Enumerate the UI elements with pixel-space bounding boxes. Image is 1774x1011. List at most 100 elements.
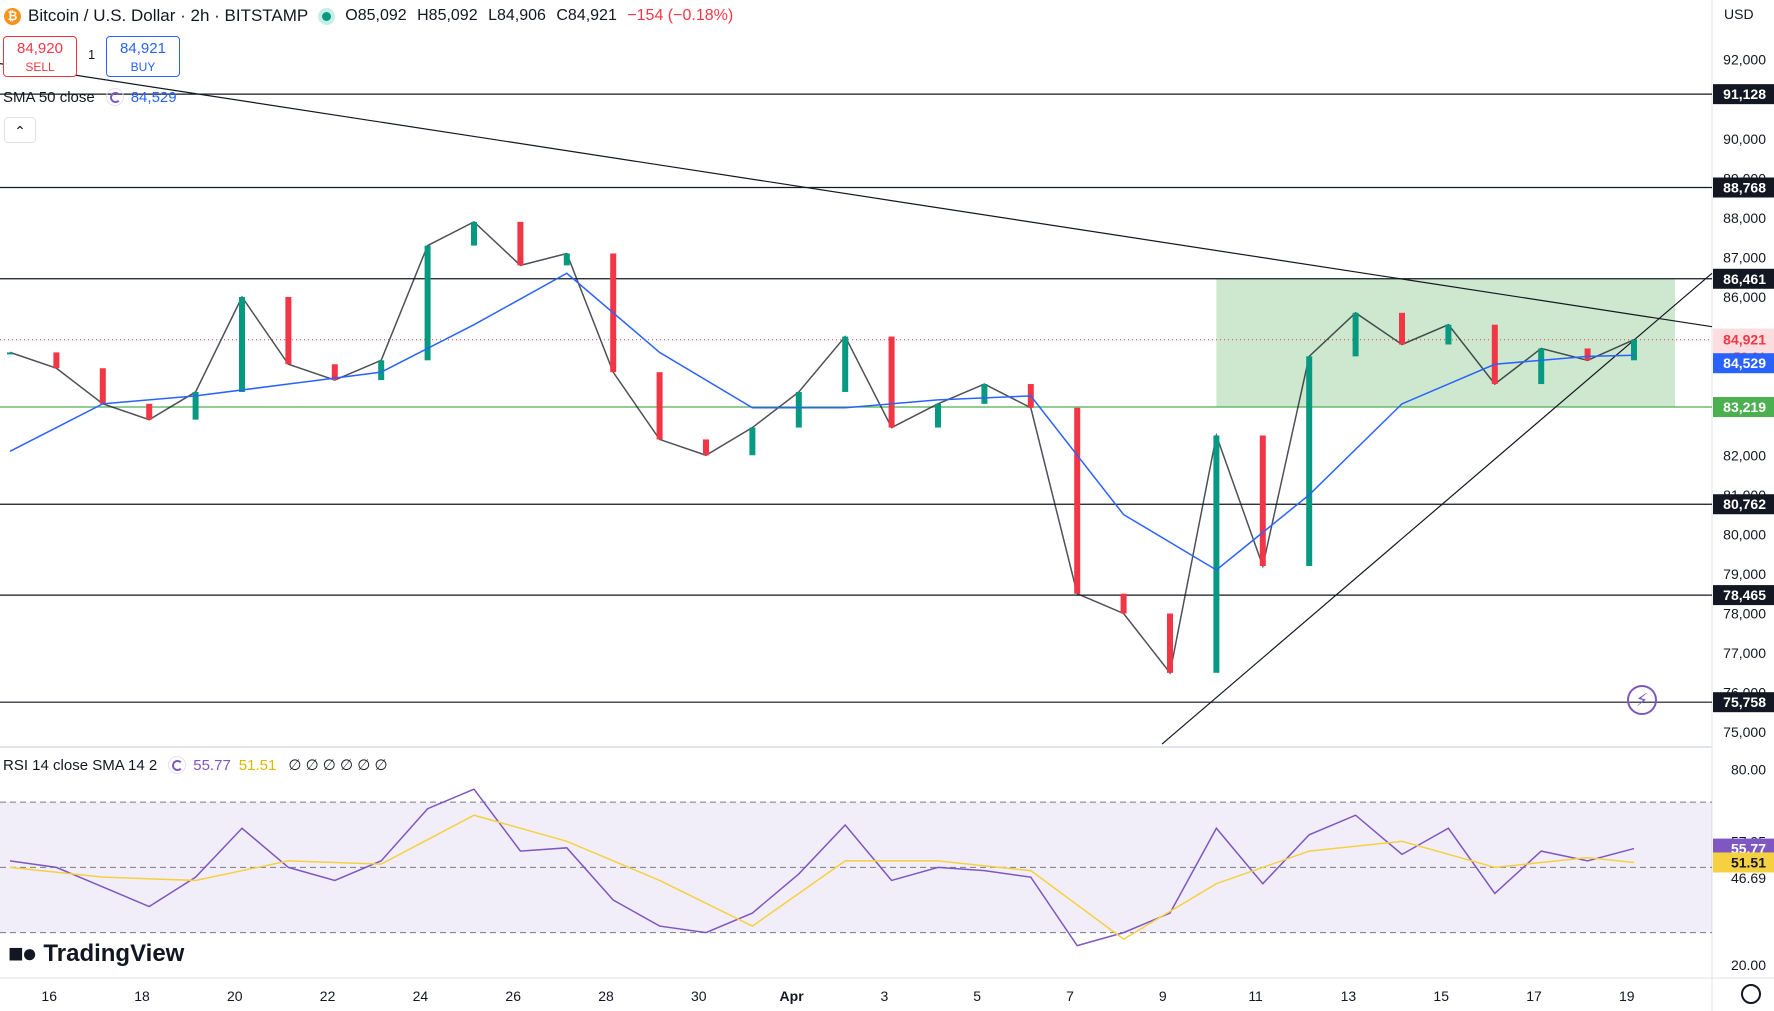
time-tick-label: 17 xyxy=(1526,988,1542,1004)
price-candle xyxy=(239,297,245,392)
sma-label-bg xyxy=(1713,353,1774,374)
level-label: 83,219 xyxy=(1723,399,1766,415)
price-candle xyxy=(563,253,570,266)
rsi-sma-axis-label: 51.51 xyxy=(1731,854,1766,870)
time-tick-label: 28 xyxy=(598,988,614,1004)
last-price-label-top xyxy=(1713,328,1774,347)
price-candle xyxy=(1399,312,1405,345)
buy-label: BUY xyxy=(130,60,156,74)
price-tick-label: 77,000 xyxy=(1723,645,1766,661)
lightning-icon[interactable]: ⚡ xyxy=(1627,685,1657,715)
buy-button[interactable]: 84,921 BUY xyxy=(106,36,180,77)
price-candle xyxy=(656,372,663,440)
price-candle xyxy=(471,221,477,246)
settings-icon[interactable] xyxy=(1741,984,1761,1004)
level-label-bg xyxy=(1713,494,1774,515)
refresh-icon[interactable] xyxy=(168,756,187,774)
level-label: 88,768 xyxy=(1723,180,1766,196)
time-tick-label: 15 xyxy=(1433,988,1449,1004)
time-tick-label: Apr xyxy=(780,988,805,1004)
price-candle xyxy=(1120,593,1127,614)
level-label-bg xyxy=(1713,84,1774,105)
time-tick-label: 22 xyxy=(320,988,336,1004)
buy-price: 84,921 xyxy=(120,40,166,57)
price-tick-label: 87,000 xyxy=(1723,249,1766,265)
price-candle xyxy=(331,364,338,381)
level-label-bg xyxy=(1713,397,1774,418)
ohlc-values: O85,092 H85,092 L84,906 C84,921 −154 (−0… xyxy=(345,7,739,25)
price-candle xyxy=(1306,356,1313,567)
price-tick-label: 82,000 xyxy=(1723,447,1766,463)
price-candle xyxy=(749,427,756,456)
price-tick-label: 78,000 xyxy=(1723,605,1766,621)
change-value: −154 (−0.18%) xyxy=(627,7,734,24)
price-candle xyxy=(7,352,13,355)
time-tick-label: 16 xyxy=(41,988,57,1004)
price-tick-label: 75,000 xyxy=(1723,724,1766,740)
level-label: 80,762 xyxy=(1723,496,1766,512)
rsi-tick-label: 80.00 xyxy=(1731,762,1766,778)
rsi-line xyxy=(9,788,1635,947)
price-candle xyxy=(1352,312,1359,357)
price-candle xyxy=(703,439,709,456)
time-tick-label: 26 xyxy=(505,988,521,1004)
level-label: 91,128 xyxy=(1723,86,1766,102)
rsi-sma-line xyxy=(9,814,1635,941)
level-label: 75,758 xyxy=(1723,694,1766,710)
bitcoin-icon: ₿ xyxy=(4,7,21,25)
rsi-legend[interactable]: RSI 14 close SMA 14 2 55.77 51.51 ∅ ∅ ∅ … xyxy=(3,756,388,774)
spread-value: 1 xyxy=(88,47,96,62)
tradingview-logo-icon: ■● xyxy=(8,938,37,968)
descending-trendline xyxy=(0,63,1713,328)
symbol-title[interactable]: Bitcoin / U.S. Dollar · 2h · BITSTAMP xyxy=(28,6,309,25)
price-candle xyxy=(1074,407,1081,594)
price-candle xyxy=(1167,613,1173,673)
price-candle xyxy=(285,297,292,365)
time-tick-label: 24 xyxy=(413,988,429,1004)
price-tick-label: 90,000 xyxy=(1723,131,1766,147)
sma-legend-value: 84,529 xyxy=(130,88,177,106)
rsi-sma-label-bg xyxy=(1713,852,1774,873)
sma-legend[interactable]: SMA 50 close 84,529 xyxy=(3,88,177,106)
level-label: 78,465 xyxy=(1723,587,1766,603)
sma-axis-label: 84,529 xyxy=(1723,355,1766,371)
level-label-bg xyxy=(1713,585,1774,606)
price-tick-label: 92,000 xyxy=(1723,52,1766,68)
sell-price: 84,920 xyxy=(17,40,63,57)
price-candle xyxy=(888,336,895,428)
market-status-icon[interactable] xyxy=(322,11,332,21)
price-candle xyxy=(1445,324,1452,345)
sell-button[interactable]: 84,920 SELL xyxy=(3,36,77,77)
currency-selector[interactable]: USD xyxy=(1724,6,1754,22)
last-price-label: 84,921 xyxy=(1723,332,1766,348)
time-tick-label: 30 xyxy=(691,988,707,1004)
time-tick-label: 11 xyxy=(1248,988,1263,1004)
price-candle xyxy=(424,245,431,361)
chart-header: ₿ Bitcoin / U.S. Dollar · 2h · BITSTAMP … xyxy=(0,4,739,28)
rsi-tick-label: 20.00 xyxy=(1731,957,1766,973)
time-tick-label: 18 xyxy=(134,988,150,1004)
price-line xyxy=(9,220,1635,675)
level-label-bg xyxy=(1713,268,1774,289)
rsi-sma-legend-value: 51.51 xyxy=(238,756,277,774)
price-candle xyxy=(1538,348,1545,385)
time-tick-label: 5 xyxy=(973,988,981,1004)
price-candle xyxy=(842,336,849,392)
price-candle xyxy=(795,391,802,428)
price-tick-label: 79,000 xyxy=(1723,566,1766,582)
open-value: O85,092 xyxy=(345,7,407,24)
sma-label: SMA 50 close xyxy=(3,88,95,106)
price-tick-label: 86,000 xyxy=(1723,289,1766,305)
level-label: 86,461 xyxy=(1723,271,1766,287)
level-label-bg xyxy=(1713,177,1774,198)
time-tick-label: 9 xyxy=(1159,988,1167,1004)
price-candle xyxy=(146,403,153,420)
refresh-icon[interactable] xyxy=(105,88,124,106)
price-candle xyxy=(981,384,988,404)
price-candle xyxy=(1584,348,1591,361)
collapse-legend-button[interactable]: ⌃ xyxy=(4,117,36,143)
price-candle xyxy=(1631,339,1637,361)
high-value: H85,092 xyxy=(417,7,478,24)
rsi-label: RSI 14 close SMA 14 2 xyxy=(3,756,158,774)
